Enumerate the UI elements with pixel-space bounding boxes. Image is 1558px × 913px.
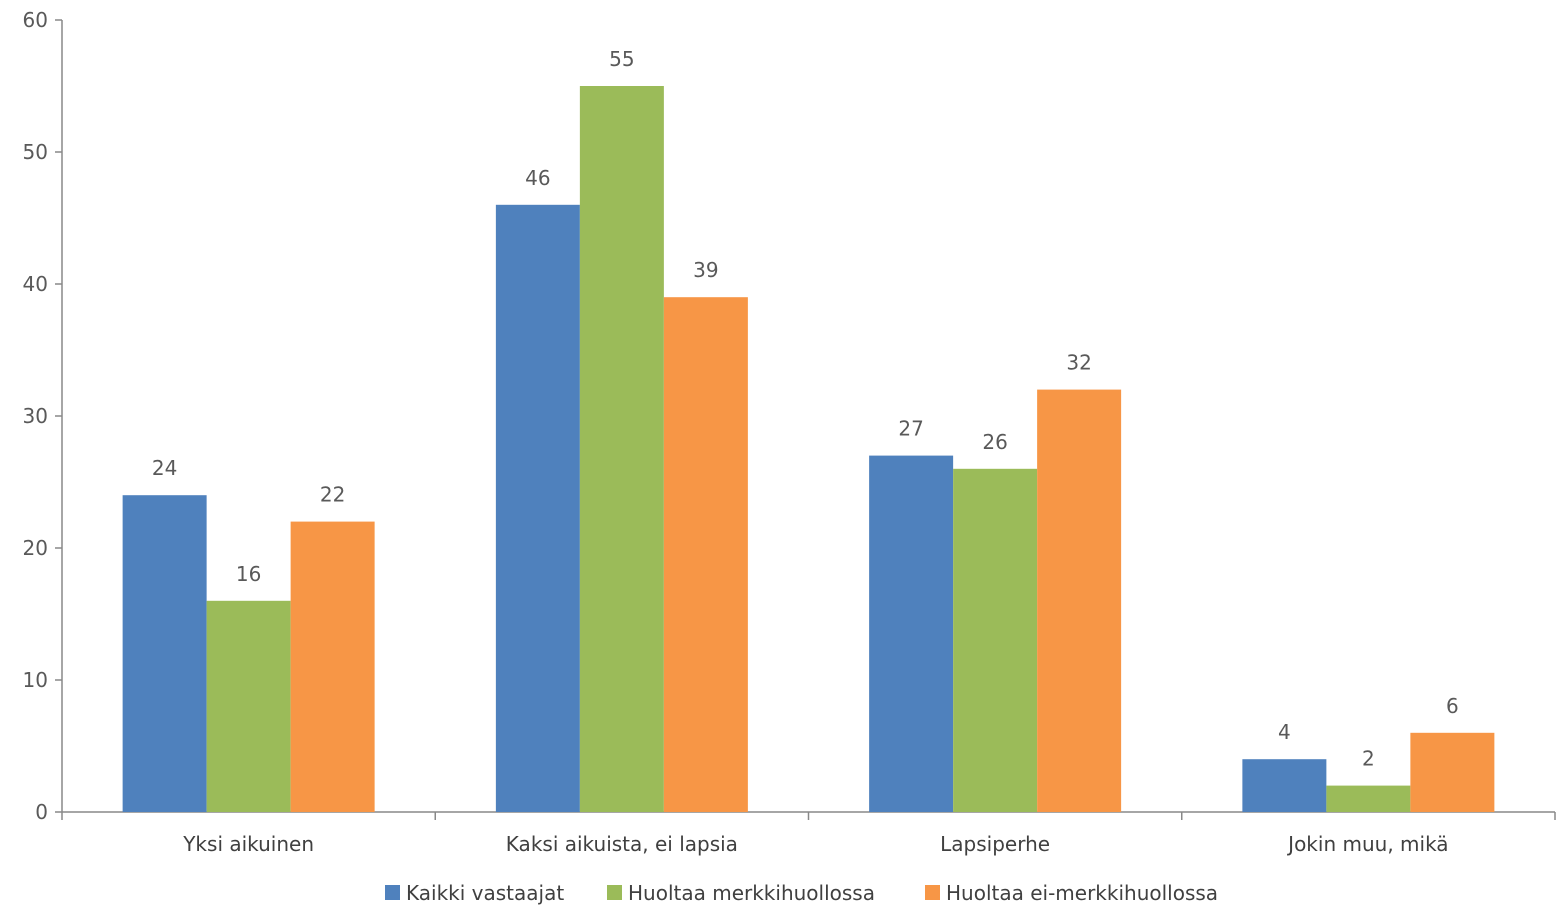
- bar-series-group: [122, 86, 1495, 813]
- y-tick-label: 0: [35, 800, 48, 824]
- bar-ei-merkkihuolto: [663, 297, 748, 812]
- y-tick-label: 60: [23, 8, 48, 32]
- legend-swatch: [925, 885, 940, 900]
- y-axis-ticks: 0 10 20 30 40 50 60: [23, 8, 62, 824]
- bar-data-label: 24: [152, 456, 177, 480]
- y-tick-label: 20: [23, 536, 48, 560]
- bar-data-label: 16: [236, 562, 261, 586]
- bar-data-label: 6: [1446, 694, 1459, 718]
- bar-data-label: 26: [982, 430, 1007, 454]
- bar-merkkihuolto: [1326, 785, 1411, 812]
- bar-kaikki-vastaajat: [122, 495, 207, 812]
- bar-ei-merkkihuolto: [1410, 732, 1495, 812]
- bar-data-label: 4: [1278, 720, 1291, 744]
- bar-merkkihuolto: [953, 468, 1038, 812]
- bar-kaikki-vastaajat: [1242, 759, 1327, 812]
- bar-ei-merkkihuolto: [290, 521, 375, 812]
- bar-kaikki-vastaajat: [869, 455, 954, 812]
- y-tick-label: 30: [23, 404, 48, 428]
- bar-merkkihuolto: [579, 86, 664, 812]
- legend-swatch: [607, 885, 622, 900]
- bar-data-label: 2: [1362, 747, 1375, 771]
- bar-data-label: 27: [898, 417, 923, 441]
- y-tick-label: 40: [23, 272, 48, 296]
- legend-label: Huoltaa merkkihuollossa: [628, 881, 875, 905]
- x-category-label: Jokin muu, mikä: [1286, 832, 1448, 856]
- x-category-label: Yksi aikuinen: [182, 832, 314, 856]
- legend-swatch: [385, 885, 400, 900]
- x-category-label: Kaksi aikuista, ei lapsia: [506, 832, 738, 856]
- x-category-label: Lapsiperhe: [940, 832, 1050, 856]
- bar-kaikki-vastaajat: [495, 204, 580, 813]
- x-axis-ticks: Yksi aikuinen Kaksi aikuista, ei lapsia La…: [61, 812, 1556, 856]
- chart-legend: Kaikki vastaajat Huoltaa merkkihuollossa H…: [385, 881, 1218, 905]
- y-tick-label: 10: [23, 668, 48, 692]
- legend-label: Huoltaa ei-merkkihuollossa: [946, 881, 1218, 905]
- bar-data-label: 32: [1066, 351, 1091, 375]
- bar-data-label: 55: [609, 47, 634, 71]
- bar-ei-merkkihuolto: [1037, 389, 1122, 812]
- bar-data-label: 22: [320, 483, 345, 507]
- bar-data-label: 39: [693, 258, 718, 282]
- bar-merkkihuolto: [206, 600, 291, 812]
- legend-label: Kaikki vastaajat: [406, 881, 564, 905]
- y-tick-label: 50: [23, 140, 48, 164]
- bar-data-label: 46: [525, 166, 550, 190]
